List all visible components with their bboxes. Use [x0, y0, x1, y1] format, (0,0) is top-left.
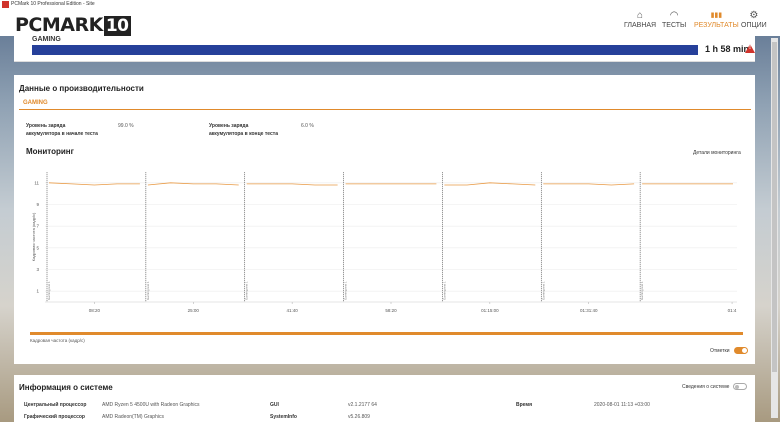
monitoring-title: Мониторинг: [26, 147, 74, 156]
nav-options[interactable]: ⚙ ОПЦИИ: [741, 10, 767, 29]
fps-series-line: [543, 183, 635, 186]
nav-options-label: ОПЦИИ: [741, 22, 767, 29]
gear-icon: ⚙: [749, 10, 759, 21]
system-details-switch[interactable]: [733, 383, 748, 390]
x-tick-label: 01:15:00: [481, 308, 499, 313]
nav-home[interactable]: ⌂ ГЛАВНАЯ: [624, 10, 656, 29]
segment-label: Gaming test 1: [442, 281, 446, 300]
markers-label: Отметки: [710, 347, 730, 354]
gui-value: v2.1.2177 64: [348, 402, 377, 408]
nav-home-label: ГЛАВНАЯ: [624, 22, 657, 29]
y-tick-label: 7: [36, 224, 39, 229]
markers-toggle[interactable]: Отметки: [710, 347, 748, 354]
battery-end-label: Уровень заряда аккумулятора в конце тест…: [209, 123, 278, 137]
time-label: Время: [516, 402, 532, 408]
timeline-bar[interactable]: [30, 332, 743, 335]
y-tick-label: 11: [34, 180, 39, 185]
performance-title: Данные о производительности: [19, 84, 144, 93]
scrollbar[interactable]: [771, 38, 778, 418]
fps-series-line: [48, 182, 140, 186]
home-icon: ⌂: [637, 10, 644, 21]
cpu-label: Центральный процессор: [24, 402, 87, 408]
gpu-value: AMD Radeon(TM) Graphics: [102, 414, 164, 420]
x-tick-label: 01:4: [728, 308, 737, 313]
x-tick-label: 41:40: [287, 308, 299, 313]
y-tick-label: 3: [36, 267, 39, 272]
tab-underline: [19, 109, 751, 110]
performance-card: Данные о производительности GAMING Урове…: [14, 75, 755, 364]
gpu-label: Графический процессор: [24, 414, 85, 420]
system-info-card: Информация о системе Сведения о системе …: [14, 375, 755, 422]
window-titlebar: PCMark 10 Professional Edition - Site: [0, 0, 780, 9]
x-tick-label: 08:20: [89, 308, 101, 313]
system-details-label: Сведения о системе: [682, 383, 730, 390]
scrollbar-thumb[interactable]: [772, 42, 777, 372]
monitoring-details-link[interactable]: Детали мониторинга: [693, 150, 741, 156]
fps-series-line: [246, 183, 338, 186]
x-tick-label: 58:20: [385, 308, 397, 313]
y-axis-label: Кадровая частота (кадр/с): [31, 212, 36, 261]
result-card: GAMING 1 h 58 min !: [14, 36, 755, 62]
segment-label: Gaming test 1: [640, 281, 644, 300]
segment-label: Gaming test 1: [146, 281, 150, 300]
markers-switch[interactable]: [733, 347, 748, 354]
systeminfo-value: v5.26.809: [348, 414, 370, 420]
cpu-value: AMD Ryzen 5 4500U with Radeon Graphics: [102, 402, 200, 408]
app-icon: [2, 1, 9, 8]
nav-results-label: РЕЗУЛЬТАТЫ: [694, 22, 739, 29]
systeminfo-label: SystemInfo: [270, 414, 297, 420]
results-icon: ▮▮▮: [710, 12, 723, 19]
battery-start-value: 99.0 %: [118, 123, 134, 129]
pcmark-logo: PCMARK 10: [15, 14, 131, 36]
x-tick-label: 25:00: [188, 308, 200, 313]
warning-icon[interactable]: !: [745, 44, 755, 53]
battery-end-value: 6.0 %: [301, 123, 314, 129]
segment-label: Gaming test 1: [344, 281, 348, 300]
result-label: GAMING: [32, 36, 61, 43]
fps-series-line: [444, 182, 536, 186]
system-details-toggle[interactable]: Сведения о системе: [682, 383, 748, 390]
y-tick-label: 9: [36, 202, 39, 207]
fps-chart: 1 3 5 7 9 11 Кадровая частота (кадр/с) Gaming t…: [31, 172, 737, 313]
app-header: PCMARK 10 ⌂ ГЛАВНАЯ ◠ ТЕСТЫ ▮▮▮ РЕЗУЛЬТАТ…: [0, 9, 780, 36]
nav-tests[interactable]: ◠ ТЕСТЫ: [662, 10, 686, 29]
tests-icon: ◠: [669, 10, 679, 21]
gui-label: GUI: [270, 402, 279, 408]
chart-legend: Кадровая частота (кадр/с): [30, 338, 85, 343]
time-value: 2020-08-01 11:13 +03:00: [594, 402, 650, 408]
tab-gaming[interactable]: GAMING: [23, 100, 48, 106]
result-duration: 1 h 58 min: [705, 44, 750, 54]
window-title: PCMark 10 Professional Edition - Site: [11, 1, 95, 7]
y-tick-label: 1: [36, 289, 39, 294]
segment-label: Gaming test 1: [245, 281, 249, 300]
y-tick-label: 5: [36, 245, 39, 250]
battery-start-label: Уровень заряда аккумулятора в начале тес…: [26, 123, 98, 137]
system-info-title: Информация о системе: [19, 383, 113, 392]
segment-label: Gaming test 1: [541, 281, 545, 300]
nav-results[interactable]: ▮▮▮ РЕЗУЛЬТАТЫ: [694, 10, 739, 29]
nav-tests-label: ТЕСТЫ: [662, 22, 687, 29]
x-tick-label: 01:31:40: [580, 308, 598, 313]
result-bar: [32, 45, 698, 55]
fps-series-line: [147, 182, 239, 186]
segment-label: Gaming test 1: [47, 281, 51, 300]
